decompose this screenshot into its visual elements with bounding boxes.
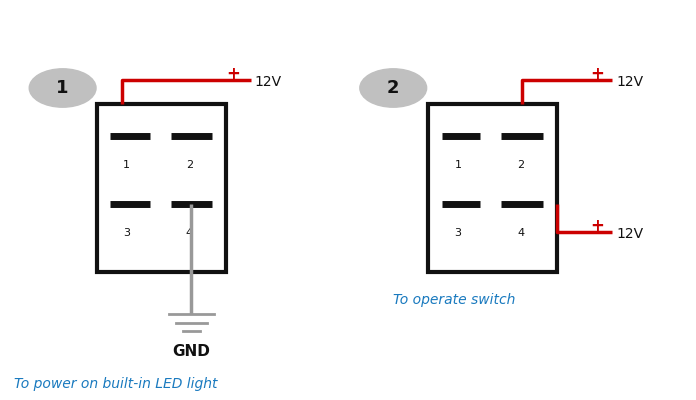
Text: 2: 2 bbox=[517, 160, 524, 170]
Text: 1: 1 bbox=[56, 79, 69, 97]
Bar bbox=[97, 104, 226, 272]
Text: 3: 3 bbox=[454, 228, 461, 238]
Text: 2: 2 bbox=[186, 160, 193, 170]
Circle shape bbox=[360, 69, 427, 107]
Text: 1: 1 bbox=[454, 160, 461, 170]
Text: +: + bbox=[590, 65, 604, 83]
Text: 12V: 12V bbox=[254, 75, 281, 89]
Text: GND: GND bbox=[173, 344, 210, 360]
Text: 3: 3 bbox=[123, 228, 130, 238]
Text: To operate switch: To operate switch bbox=[393, 293, 516, 307]
Text: +: + bbox=[226, 65, 240, 83]
Text: 2: 2 bbox=[387, 79, 400, 97]
Bar bbox=[428, 104, 557, 272]
Text: 12V: 12V bbox=[616, 75, 643, 89]
Text: +: + bbox=[590, 217, 604, 235]
Text: 4: 4 bbox=[517, 228, 524, 238]
Text: 4: 4 bbox=[186, 228, 193, 238]
Circle shape bbox=[29, 69, 96, 107]
Text: 1: 1 bbox=[123, 160, 130, 170]
Text: To power on built-in LED light: To power on built-in LED light bbox=[14, 377, 217, 391]
Text: 12V: 12V bbox=[616, 227, 643, 241]
